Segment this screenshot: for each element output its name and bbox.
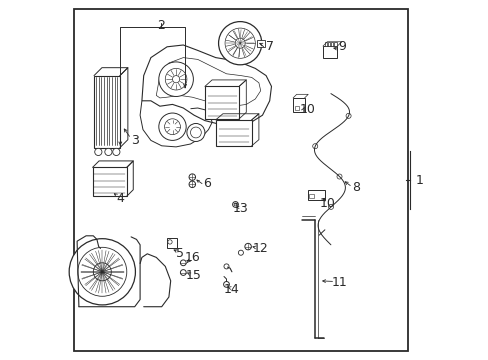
Bar <box>204 86 239 119</box>
Circle shape <box>312 144 317 149</box>
Circle shape <box>336 174 341 179</box>
Bar <box>307 190 324 200</box>
Circle shape <box>189 174 195 180</box>
Text: 6: 6 <box>203 177 210 190</box>
Bar <box>167 238 177 248</box>
Circle shape <box>165 68 186 90</box>
Text: 12: 12 <box>252 242 268 255</box>
Text: 13: 13 <box>233 202 248 215</box>
Circle shape <box>180 270 186 275</box>
Text: 9: 9 <box>337 40 345 53</box>
Bar <box>327 42 329 46</box>
Bar <box>294 106 298 110</box>
Bar <box>292 98 304 112</box>
Circle shape <box>180 260 186 266</box>
Circle shape <box>167 240 172 244</box>
Bar <box>334 42 336 46</box>
Bar <box>215 120 251 146</box>
Circle shape <box>224 264 228 269</box>
Circle shape <box>172 76 179 83</box>
Bar <box>94 76 120 148</box>
Text: 10: 10 <box>299 103 315 116</box>
Text: 2: 2 <box>157 19 164 32</box>
Text: 4: 4 <box>116 192 124 204</box>
Bar <box>92 167 126 196</box>
Circle shape <box>159 113 186 140</box>
Circle shape <box>234 203 237 206</box>
Text: 8: 8 <box>351 181 359 194</box>
Text: 5: 5 <box>175 247 183 260</box>
Bar <box>309 194 314 198</box>
Circle shape <box>244 243 251 250</box>
Circle shape <box>159 62 193 96</box>
Circle shape <box>113 148 120 156</box>
Circle shape <box>189 181 195 188</box>
Circle shape <box>223 282 229 287</box>
Circle shape <box>93 263 111 281</box>
Circle shape <box>104 148 112 156</box>
Circle shape <box>238 250 243 255</box>
Circle shape <box>346 113 350 118</box>
Bar <box>322 46 337 58</box>
Circle shape <box>69 239 135 305</box>
Circle shape <box>224 28 255 58</box>
Circle shape <box>186 123 204 141</box>
Circle shape <box>190 127 201 138</box>
Circle shape <box>218 22 261 65</box>
Circle shape <box>232 202 238 207</box>
Circle shape <box>328 204 333 210</box>
Text: 10: 10 <box>319 197 335 210</box>
Circle shape <box>78 247 126 296</box>
Text: 7: 7 <box>265 40 273 53</box>
Text: 1: 1 <box>415 174 423 186</box>
Bar <box>257 40 265 47</box>
Bar <box>324 42 326 46</box>
Text: 3: 3 <box>130 134 139 147</box>
Text: 14: 14 <box>224 283 239 296</box>
Text: 15: 15 <box>186 269 202 282</box>
Circle shape <box>95 148 102 156</box>
Text: 11: 11 <box>331 276 347 289</box>
Circle shape <box>164 119 180 135</box>
Bar <box>330 42 333 46</box>
Circle shape <box>235 38 244 48</box>
Text: 16: 16 <box>184 251 200 264</box>
